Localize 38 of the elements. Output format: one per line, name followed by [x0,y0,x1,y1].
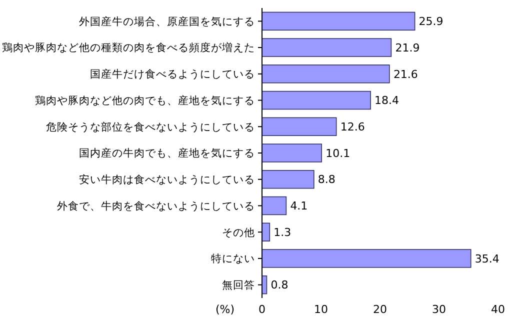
x-tick-label: 40 [491,303,505,316]
bar [262,222,270,242]
bar [262,38,392,57]
bar [262,196,287,216]
x-tick-label: 10 [314,303,328,316]
x-tick-label: 0 [258,303,266,316]
y-tick-label: 無回答 [222,279,255,292]
y-tick-label: その他 [222,226,255,239]
data-label: 1.3 [274,226,292,239]
data-label: 21.9 [395,41,420,54]
data-label: 25.9 [418,15,444,28]
data-label: 21.6 [393,68,418,81]
y-tick-label: 国産牛だけ食べるようにしている [90,68,255,81]
data-label: 8.8 [318,173,336,186]
data-label: 18.4 [374,94,400,108]
bar [262,249,472,268]
y-tick-label: 国内産の牛肉でも、産地を気にする [79,146,255,160]
x-tick-label: 20 [373,303,387,316]
bar [262,170,314,189]
y-tick-label: 外国産牛の場合、原産国を気にする [79,14,255,28]
y-tick-label: 外食で、牛肉を食べないようにしている [57,199,255,212]
data-label: 12.6 [340,120,365,134]
data-label: 4.1 [290,200,308,213]
data-label: 0.8 [270,278,288,292]
bar [262,90,371,110]
data-label: 10.1 [326,146,350,160]
y-tick-label: 特にない [211,253,255,266]
y-tick-label: 鶏肉や豚肉など他の種類の肉を食べる頻度が増えた [2,41,255,54]
x-tick-label: 30 [432,303,446,316]
data-label: 35.4 [474,252,500,266]
y-tick-label: 危険そうな部位を食べないようにしている [46,120,255,134]
bar [262,12,416,31]
bar [262,117,337,136]
y-tick-label: 安い牛肉は食べないようにしている [79,173,255,186]
bar [262,64,390,84]
bar [262,144,322,162]
x-axis-title: (%) [215,303,235,316]
y-tick-label: 鶏肉や豚肉など他の肉でも、産地を気にする [35,94,255,107]
